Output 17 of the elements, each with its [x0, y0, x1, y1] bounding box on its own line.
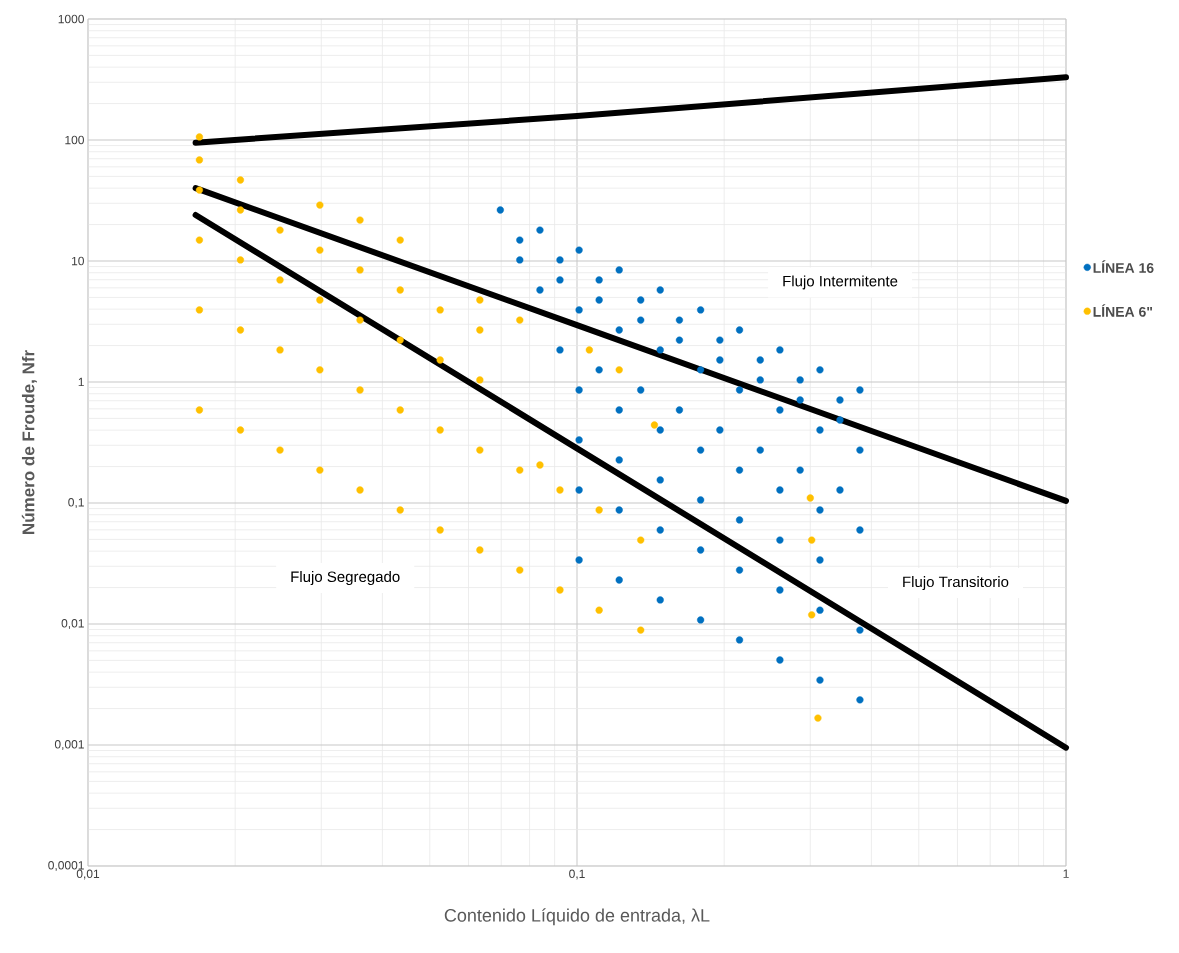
- y-tick-label: 0,1: [68, 498, 84, 508]
- annotation: Flujo Transitorio: [903, 576, 1009, 591]
- legend-label: LÍNEA 6": [1093, 304, 1153, 317]
- x-tick-label: 1: [1063, 869, 1069, 878]
- y-tick-label: 1000: [58, 14, 84, 24]
- y-tick-label: 10: [72, 256, 84, 266]
- y-tick-label: 0,0001: [48, 861, 84, 871]
- y-tick-label: 0,001: [54, 740, 84, 750]
- x-axis-title: Contenido Líquido de entrada, λL: [444, 908, 710, 926]
- legend-label: LÍNEA 16: [1093, 260, 1154, 273]
- y-tick-label: 1: [78, 377, 84, 387]
- y-tick-label: 0,01: [61, 619, 84, 629]
- x-tick-label: 0,1: [569, 869, 585, 880]
- annotation: Flujo Intermitente: [783, 275, 898, 290]
- y-axis-title: Número de Froude, Nfr: [21, 350, 37, 534]
- y-tick-label: 100: [65, 135, 84, 145]
- annotation: Flujo Segregado: [291, 571, 400, 585]
